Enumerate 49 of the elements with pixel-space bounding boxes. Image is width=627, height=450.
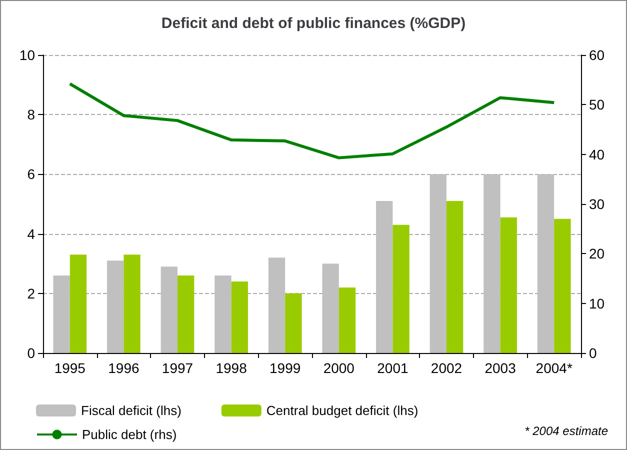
bar [500,217,517,353]
bar [53,276,70,353]
bar [338,287,356,353]
x-tick-label: 2004* [536,360,573,376]
legend-label: Fiscal deficit (lhs) [81,403,182,418]
chart-title: Deficit and debt of public finances (%GDP) [161,15,466,32]
x-tick-label: 2003 [484,360,516,376]
bar [268,258,286,353]
line-series [68,82,556,160]
x-tick-label: 1997 [162,360,194,376]
bar [430,174,446,353]
y2-tick-label: 20 [589,246,605,262]
bar [376,201,393,353]
y-tick-label: 6 [27,166,36,182]
bar [231,281,248,353]
y2-tick-label: 30 [589,196,605,212]
bar [107,260,124,353]
bar [160,266,178,353]
bar [392,224,410,353]
bar [446,201,464,353]
bar [124,254,140,353]
bar [537,174,554,353]
y2-tick-label: 40 [589,146,605,162]
legend-label: Central budget deficit (lhs) [266,403,418,418]
y2-tick-label: 50 [589,96,605,113]
y-tick-label: 10 [19,47,36,63]
y-tick-label: 8 [27,106,36,123]
x-tick-label: 1995 [54,360,86,376]
bar [484,174,500,353]
legend-label: Public debt (rhs) [82,427,177,442]
y-tick-label: 2 [27,285,36,302]
bar [214,276,232,353]
x-tick-label: 2000 [323,360,355,376]
bar [322,264,339,353]
bar [554,218,571,353]
x-tick-label: 1998 [216,360,248,376]
bar [285,293,302,353]
x-tick-label: 2001 [377,360,408,376]
y-tick-label: 4 [27,226,36,242]
text: * 2004 estimate [524,424,608,438]
x-tick-label: 1996 [108,360,140,376]
x-tick-label: 2002 [430,360,462,376]
y-tick-label: 0 [27,345,36,361]
bar [178,276,194,353]
y2-tick-label: 10 [589,295,605,312]
x-tick-label: 1999 [270,360,301,376]
y2-tick-label: 60 [589,47,605,63]
y2-tick-label: 0 [589,345,597,361]
bar [70,254,87,353]
